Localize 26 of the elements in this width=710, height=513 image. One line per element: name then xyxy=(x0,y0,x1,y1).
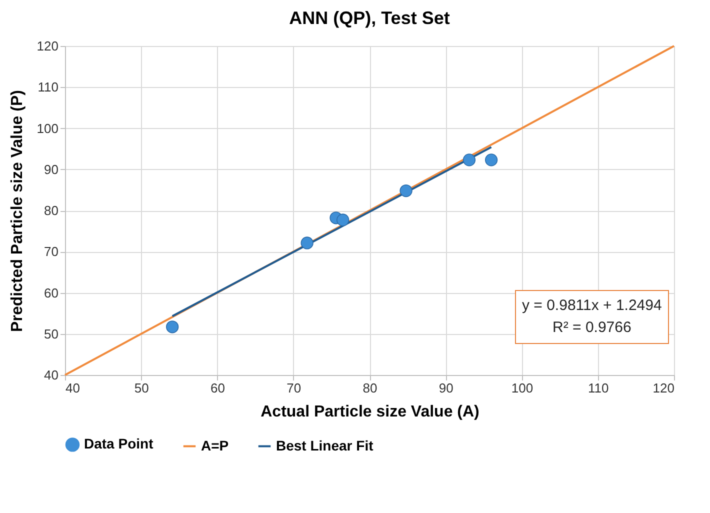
x-tick-label: 100 xyxy=(511,380,534,396)
x-tick-label: 110 xyxy=(588,380,609,396)
y-tick-label: 90 xyxy=(44,162,58,177)
annotation: y = 0.9811x + 1.2494 xyxy=(522,296,662,316)
x-tick-label: 90 xyxy=(438,380,454,396)
y-tick-label: 70 xyxy=(44,244,58,260)
legend-label: Data Point xyxy=(84,436,154,452)
y-tick-label: 60 xyxy=(44,285,58,300)
legend-label: Best Linear Fit xyxy=(276,437,374,454)
legend-label: A=P xyxy=(201,437,229,454)
x-tick-label: 120 xyxy=(652,380,674,396)
y-tick-label: 80 xyxy=(44,203,58,218)
x-axis-title: Actual Particle size Value (A) xyxy=(260,404,480,420)
chart-title: ANN (QP), Test Set xyxy=(289,8,450,28)
x-tick-label: 40 xyxy=(66,380,80,396)
y-tick-label: 100 xyxy=(36,120,58,136)
y-axis-title: Predicted Particle size Value (P) xyxy=(8,90,26,332)
x-tick-label: 60 xyxy=(210,380,225,396)
y-tick-label: 50 xyxy=(44,326,58,342)
x-tick-label: 50 xyxy=(134,380,149,396)
y-tick-label: 40 xyxy=(44,368,58,382)
x-tick-label: 70 xyxy=(286,380,302,396)
annotation: R² = 0.9766 xyxy=(552,318,632,338)
y-tick-label: 110 xyxy=(38,80,58,95)
x-tick-label: 80 xyxy=(362,380,378,396)
y-tick-label: 120 xyxy=(36,38,58,54)
